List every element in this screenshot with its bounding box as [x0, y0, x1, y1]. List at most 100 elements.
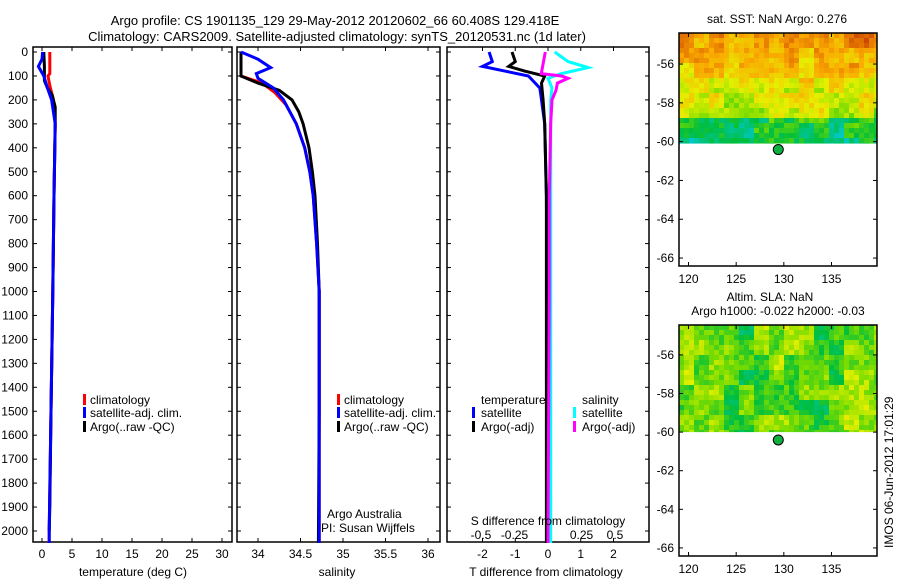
- heatmap-cell: [799, 98, 804, 103]
- x-tick-label: 10: [95, 547, 109, 561]
- heatmap-cell: [819, 103, 824, 108]
- heatmap-cell: [849, 63, 854, 68]
- heatmap-cell: [684, 410, 689, 415]
- heatmap-cell: [704, 78, 709, 83]
- heatmap-cell: [849, 330, 854, 335]
- heatmap-cell: [699, 38, 704, 43]
- heatmap-cell: [869, 68, 874, 73]
- heatmap-cell: [714, 425, 719, 430]
- heatmap-cell: [789, 98, 794, 103]
- heatmap-cell: [799, 143, 804, 144]
- heatmap-cell: [834, 88, 839, 93]
- heatmap-cell: [684, 350, 689, 355]
- lon-tick-label: 135: [821, 272, 841, 286]
- heatmap-cell: [694, 430, 699, 433]
- heatmap-cell: [714, 83, 719, 88]
- heatmap-cell: [679, 350, 684, 355]
- heatmap-cell: [804, 395, 809, 400]
- heatmap-cell: [824, 143, 829, 144]
- plot-frame: [236, 46, 441, 543]
- heatmap-cell: [799, 123, 804, 128]
- heatmap-cell: [844, 123, 849, 128]
- heatmap-cell: [849, 360, 854, 365]
- heatmap-cell: [824, 138, 829, 143]
- heatmap-cell: [749, 350, 754, 355]
- heatmap-cell: [719, 63, 724, 68]
- heatmap-cell: [694, 113, 699, 118]
- legend-swatch-argo: [83, 421, 86, 432]
- heatmap-cell: [784, 68, 789, 73]
- heatmap-cell: [799, 345, 804, 350]
- heatmap-cell: [824, 400, 829, 405]
- heatmap-cell: [854, 360, 859, 365]
- heatmap-cell: [864, 390, 869, 395]
- heatmap-cell: [819, 375, 824, 380]
- heatmap-cell: [764, 88, 769, 93]
- heatmap-cell: [689, 330, 694, 335]
- heatmap-cell: [809, 415, 814, 420]
- heatmap-cell: [784, 93, 789, 98]
- heatmap-cell: [689, 350, 694, 355]
- heatmap-cell: [869, 73, 874, 78]
- heatmap-cell: [704, 33, 709, 38]
- heatmap-cell: [849, 133, 854, 138]
- heatmap-cell: [844, 138, 849, 143]
- heatmap-cell: [824, 83, 829, 88]
- heatmap-cell: [859, 430, 864, 433]
- heatmap-cell: [719, 83, 724, 88]
- heatmap-cell: [819, 335, 824, 340]
- heatmap-cell: [734, 123, 739, 128]
- heatmap-cell: [729, 63, 734, 68]
- heatmap-cell: [759, 48, 764, 53]
- heatmap-cell: [844, 345, 849, 350]
- heatmap-cell: [839, 63, 844, 68]
- heatmap-cell: [744, 113, 749, 118]
- heatmap-cell: [764, 405, 769, 410]
- heatmap-cell: [764, 73, 769, 78]
- heatmap-cell: [749, 113, 754, 118]
- heatmap-cell: [794, 345, 799, 350]
- heatmap-cell: [789, 345, 794, 350]
- heatmap-cell: [839, 355, 844, 360]
- heatmap-cell: [799, 93, 804, 98]
- heatmap-cell: [834, 123, 839, 128]
- heatmap-cell: [689, 360, 694, 365]
- heatmap-cell: [869, 93, 874, 98]
- heatmap-cell: [739, 375, 744, 380]
- heatmap-cell: [719, 345, 724, 350]
- heatmap-cell: [734, 63, 739, 68]
- heatmap-cell: [774, 420, 779, 425]
- heatmap-cell: [854, 78, 859, 83]
- heatmap-cell: [694, 73, 699, 78]
- heatmap-cell: [689, 63, 694, 68]
- heatmap-cell: [724, 385, 729, 390]
- heatmap-cell: [794, 83, 799, 88]
- heatmap-cell: [809, 410, 814, 415]
- heatmap-cell: [864, 103, 869, 108]
- heatmap-cell: [699, 133, 704, 138]
- heatmap-cell: [704, 395, 709, 400]
- heatmap-cell: [759, 83, 764, 88]
- heatmap-cell: [819, 395, 824, 400]
- heatmap-cell: [704, 103, 709, 108]
- heatmap-cell: [699, 103, 704, 108]
- heatmap-cell: [759, 430, 764, 433]
- heatmap-cell: [839, 103, 844, 108]
- heatmap-cell: [809, 370, 814, 375]
- heatmap-cell: [819, 73, 824, 78]
- heatmap-cell: [849, 48, 854, 53]
- heatmap-cell: [874, 380, 877, 385]
- heatmap-cell: [854, 410, 859, 415]
- heatmap-cell: [849, 340, 854, 345]
- heatmap-cell: [754, 58, 759, 63]
- heatmap-cell: [864, 88, 869, 93]
- sst-heatmap-cells: [679, 33, 877, 144]
- heatmap-cell: [824, 123, 829, 128]
- heatmap-cell: [854, 98, 859, 103]
- heatmap-cell: [799, 410, 804, 415]
- s-tick-label: 0.5: [607, 528, 624, 542]
- heatmap-cell: [834, 375, 839, 380]
- x-tick-label: 0: [39, 547, 46, 561]
- heatmap-cell: [799, 385, 804, 390]
- heatmap-cell: [834, 68, 839, 73]
